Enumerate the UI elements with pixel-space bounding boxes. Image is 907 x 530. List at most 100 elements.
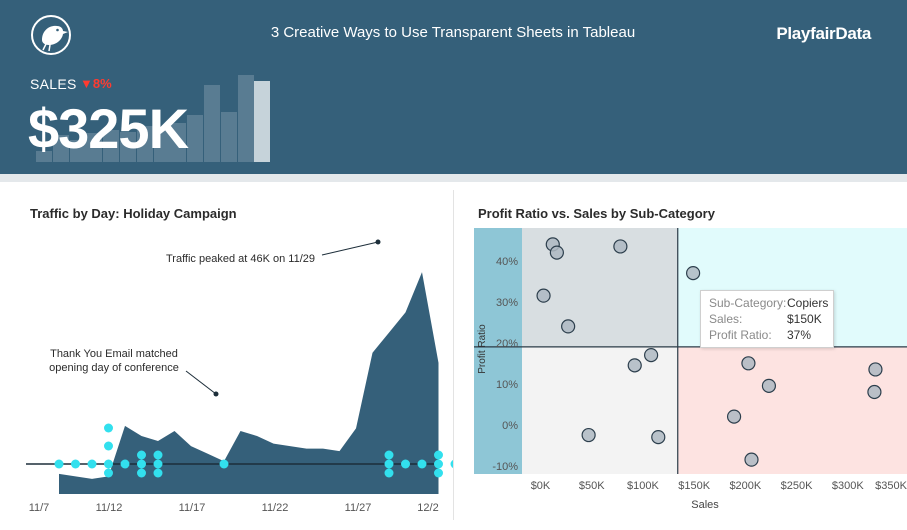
traffic-area [59, 272, 439, 494]
traffic-area-chart[interactable]: 11/7 11/12 11/17 11/22 11/27 12/2 Traffic pea… [0, 228, 453, 523]
email-dot[interactable] [153, 459, 163, 469]
scatter-y-tick: 40% [496, 256, 518, 268]
subcategory-point[interactable] [726, 409, 742, 424]
email-dot[interactable] [71, 459, 80, 469]
scatter-x-tick: $200K [729, 480, 761, 492]
tooltip-key: Profit Ratio: [709, 328, 772, 342]
subcategory-point[interactable] [644, 348, 659, 363]
sales-sparkbar [120, 132, 136, 162]
traffic-x-tick: 11/7 [29, 502, 50, 514]
email-dot[interactable] [450, 459, 454, 469]
email-dot[interactable] [87, 459, 97, 469]
email-annotation-line2: opening day of conference [49, 362, 179, 374]
sales-sparkbar [204, 84, 220, 162]
kpi-label: SALES [30, 76, 77, 92]
dashboard-header: 3 Creative Ways to Use Transparent Sheet… [0, 0, 907, 174]
scatter-y-tick: 20% [496, 338, 518, 350]
tooltip-row-subcategory: Sub-Category: Copiers [709, 296, 828, 312]
email-dot[interactable] [120, 459, 130, 469]
email-dot[interactable] [384, 450, 394, 460]
sales-sparkbar [170, 123, 187, 162]
dashboard-title: 3 Creative Ways to Use Transparent Sheet… [270, 24, 636, 41]
scatter-x-tick: $50K [579, 480, 605, 492]
sales-sparkbars [36, 72, 286, 162]
brand-logo[interactable]: PlayfairData [776, 24, 871, 43]
peak-annotation-marker [375, 239, 381, 245]
sales-sparkbar [52, 135, 69, 162]
sales-sparkbar [187, 115, 204, 162]
tooltip-value: 37% [787, 328, 812, 342]
email-dot[interactable] [104, 459, 113, 469]
email-dot[interactable] [401, 459, 410, 469]
email-dot[interactable] [54, 459, 64, 469]
sales-sparkbar [136, 126, 153, 162]
subcategory-point[interactable] [868, 362, 883, 377]
scatter-x-tick: $100K [627, 480, 659, 492]
email-dot[interactable] [434, 450, 443, 460]
scatter-y-axis-label: Profit Ratio [477, 324, 488, 374]
tooltip-key: Sub-Category: [709, 296, 787, 310]
kpi-value: $325K [28, 97, 189, 160]
subcategory-point[interactable] [536, 288, 551, 303]
peak-annotation: Traffic peaked at 46K on 11/29 [166, 253, 315, 265]
subcategory-point[interactable] [741, 356, 756, 371]
quadrant-top-left [522, 228, 678, 347]
subcategory-point[interactable] [686, 265, 701, 281]
email-dot[interactable] [137, 450, 146, 460]
email-dot[interactable] [384, 468, 394, 478]
traffic-x-tick: 11/27 [345, 502, 372, 514]
scatter-y-tick: 10% [496, 379, 518, 391]
subcategory-point[interactable] [761, 378, 777, 393]
tooltip-key: Sales: [709, 312, 743, 326]
email-dot[interactable] [104, 441, 113, 451]
scatter-x-tick: $350K [875, 480, 907, 492]
scatter-x-tick: $250K [781, 480, 813, 492]
email-dot[interactable] [153, 468, 163, 478]
quadrant-bottom-left [522, 346, 678, 474]
email-dot[interactable] [384, 459, 394, 469]
tooltip-value: Copiers [787, 296, 829, 310]
subcategory-point[interactable] [651, 430, 666, 445]
peak-annotation-line [321, 241, 379, 256]
subcategory-point[interactable] [549, 245, 564, 260]
subcategory-point[interactable] [744, 452, 759, 467]
email-dot[interactable] [104, 468, 113, 478]
email-annotation-line [185, 370, 217, 395]
subcategory-point[interactable] [613, 239, 628, 254]
email-dot[interactable] [219, 459, 229, 469]
email-dot[interactable] [434, 459, 443, 469]
panel-divider [453, 190, 454, 520]
sales-sparkbar [69, 140, 86, 162]
email-annotation-line1: Thank You Email matched [50, 348, 178, 360]
email-annotation-marker [213, 391, 219, 397]
email-dot[interactable] [104, 423, 113, 433]
traffic-x-tick: 11/12 [96, 502, 123, 514]
subcategory-point[interactable] [561, 319, 576, 334]
scatter-x-tick: $0K [531, 480, 551, 492]
email-dot[interactable] [137, 468, 146, 478]
sales-sparkbar [220, 111, 237, 162]
subcategory-point[interactable] [627, 358, 642, 373]
email-dot[interactable] [153, 450, 163, 460]
profit-sales-scatter[interactable]: 40% 30% 20% 10% 0% -10% $0K $50K $100K $150K $200K… [454, 226, 907, 524]
sales-sparkbar [153, 129, 170, 162]
traffic-chart-title: Traffic by Day: Holiday Campaign [30, 206, 237, 221]
tooltip-row-sales: Sales: $150K [709, 312, 822, 328]
scatter-y-tick: -10% [492, 461, 518, 473]
sales-sparkbar [103, 129, 120, 162]
scatter-x-axis-label: Sales [691, 499, 719, 511]
email-dot[interactable] [434, 468, 443, 478]
sales-sparkbar [86, 133, 103, 162]
traffic-x-tick: 11/22 [262, 502, 289, 514]
subcategory-point[interactable] [867, 384, 882, 400]
y-axis-band [474, 228, 522, 474]
scatter-chart-title: Profit Ratio vs. Sales by Sub-Category [478, 206, 715, 221]
scatter-y-tick: 30% [496, 297, 518, 309]
email-dot[interactable] [137, 459, 146, 469]
sales-sparkbar [36, 151, 52, 162]
email-dot[interactable] [417, 459, 427, 469]
traffic-x-tick: 12/2 [417, 502, 438, 514]
kingfisher-bird-icon[interactable] [30, 14, 72, 56]
subcategory-point[interactable] [581, 427, 596, 443]
tooltip-value: $150K [787, 312, 822, 326]
